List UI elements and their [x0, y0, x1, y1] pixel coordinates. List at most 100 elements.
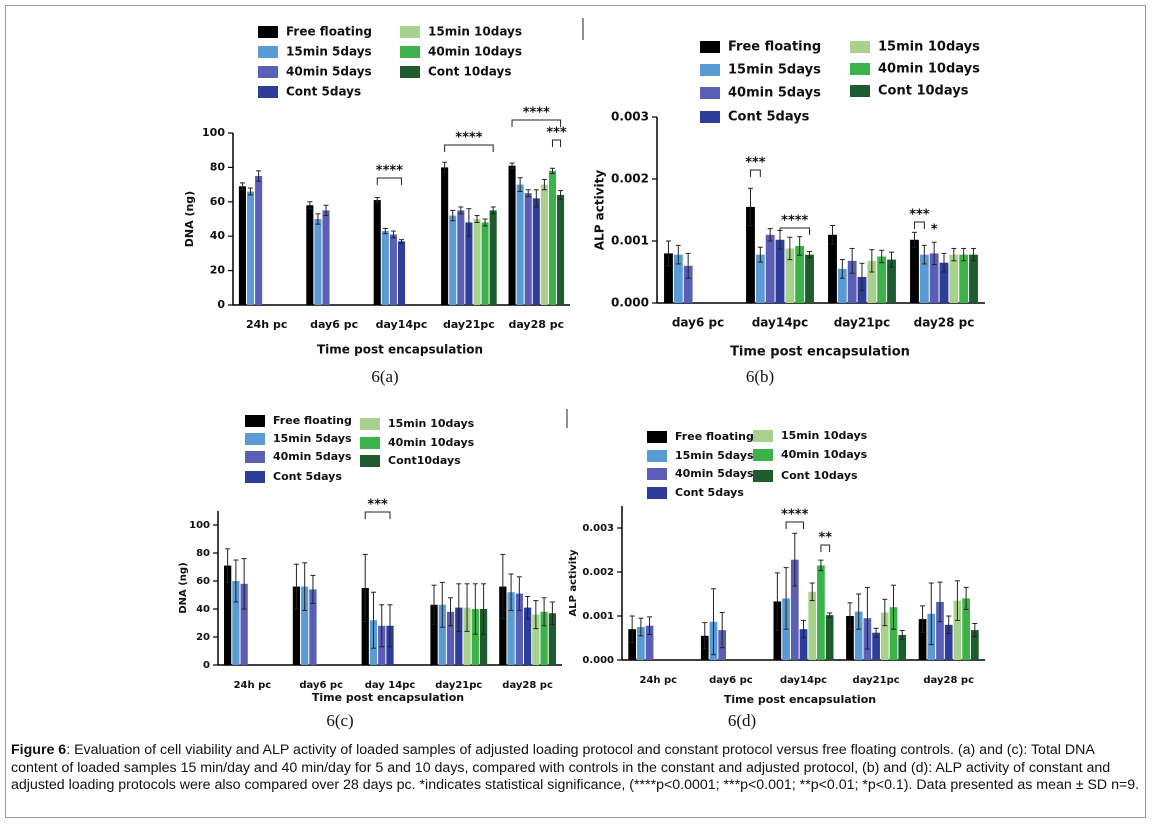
y-tick-label: 0.000 [611, 296, 649, 310]
significance-label: **** [781, 508, 808, 523]
bar [637, 627, 645, 660]
error-bar [439, 581, 445, 628]
bar [773, 601, 782, 660]
bar [664, 253, 673, 303]
significance-label: ** [818, 531, 832, 546]
error-bar [710, 588, 716, 656]
bar [962, 598, 970, 660]
bar [808, 591, 817, 660]
legend-swatch [258, 26, 278, 38]
error-bar [374, 197, 380, 204]
error-bar [847, 602, 853, 630]
error-bar [541, 597, 547, 627]
error-bar [941, 252, 947, 273]
legend-swatch [850, 85, 870, 97]
significance-bracket [785, 521, 804, 529]
error-bar [533, 189, 539, 208]
error-bar [856, 593, 862, 630]
bar [854, 611, 863, 660]
significance-bracket [511, 119, 562, 127]
legend-swatch [258, 66, 278, 78]
bar [645, 625, 654, 660]
x-tick-label: day21pc [834, 316, 891, 330]
error-bar [362, 553, 368, 623]
panel-label: 6(c) [326, 711, 353, 730]
bar [246, 191, 255, 305]
legend-swatch [360, 455, 380, 467]
legend-label: 15min 10days [781, 429, 868, 442]
y-tick-label: 0.002 [582, 567, 614, 578]
bar [532, 198, 540, 305]
error-bar [869, 249, 875, 273]
significance-label: *** [546, 126, 567, 141]
significance-label: **** [523, 106, 550, 121]
y-tick-label: 0.000 [582, 655, 614, 666]
bar [373, 200, 381, 305]
bar [889, 607, 898, 660]
error-bar [859, 262, 865, 292]
legend-label: 15min 10days [878, 40, 980, 55]
bar [887, 259, 896, 303]
bar [361, 588, 369, 665]
error-bar [647, 616, 653, 635]
error-bar [961, 247, 967, 262]
error-bar [783, 567, 789, 630]
x-axis-label: Time post encapsulation [317, 343, 483, 357]
y-tick-label: 0 [217, 298, 225, 311]
legend-label: 40min 10days [428, 45, 522, 59]
error-bar [928, 582, 934, 646]
bar [240, 583, 248, 665]
y-tick-label: 80 [210, 160, 226, 173]
error-bar [931, 241, 937, 266]
y-tick-label: 20 [210, 264, 226, 277]
bar [755, 254, 765, 303]
bar [438, 604, 446, 665]
bar [292, 586, 301, 665]
error-bar [233, 559, 239, 603]
legend-swatch [753, 470, 773, 482]
y-tick-label: 0 [203, 660, 210, 671]
bar [929, 253, 939, 303]
bar [540, 611, 548, 665]
bar [524, 193, 532, 305]
significance-label: *** [367, 498, 388, 513]
bar [825, 615, 834, 660]
y-tick-label: 0.001 [611, 234, 649, 248]
error-bar [629, 615, 635, 643]
bar [805, 254, 814, 303]
error-bar [702, 622, 708, 650]
bar [970, 630, 979, 660]
bar [397, 241, 406, 305]
bar [540, 184, 548, 305]
y-tick-label: 20 [196, 632, 210, 643]
x-tick-label: day21pc [435, 680, 482, 691]
legend-label: 40min 10days [878, 62, 980, 77]
error-bar [239, 182, 245, 191]
bar [322, 210, 330, 305]
legend-swatch [245, 415, 265, 427]
error-bar [509, 162, 515, 169]
legend-swatch [700, 87, 720, 99]
bar [314, 219, 322, 305]
error-bar [946, 615, 952, 635]
error-bar [963, 586, 969, 610]
legend-swatch [753, 430, 773, 442]
y-tick-label: 100 [189, 520, 210, 531]
error-bar [310, 574, 316, 604]
bar [673, 254, 683, 303]
bar [508, 165, 516, 305]
error-bar [302, 562, 308, 611]
legend-label: Cont 5days [286, 85, 361, 99]
x-tick-label: day28 pc [508, 318, 564, 331]
error-bar [256, 170, 262, 182]
error-bar [549, 167, 555, 174]
error-bar [387, 604, 393, 648]
panel-label: 6(b) [746, 367, 774, 386]
bar [557, 194, 565, 305]
legend-swatch [850, 41, 870, 53]
x-axis-label: Time post encapsulation [312, 691, 464, 704]
error-bar [241, 558, 247, 610]
bar [959, 254, 969, 303]
x-tick-label: day14pc [780, 675, 827, 686]
error-bar [293, 563, 299, 610]
